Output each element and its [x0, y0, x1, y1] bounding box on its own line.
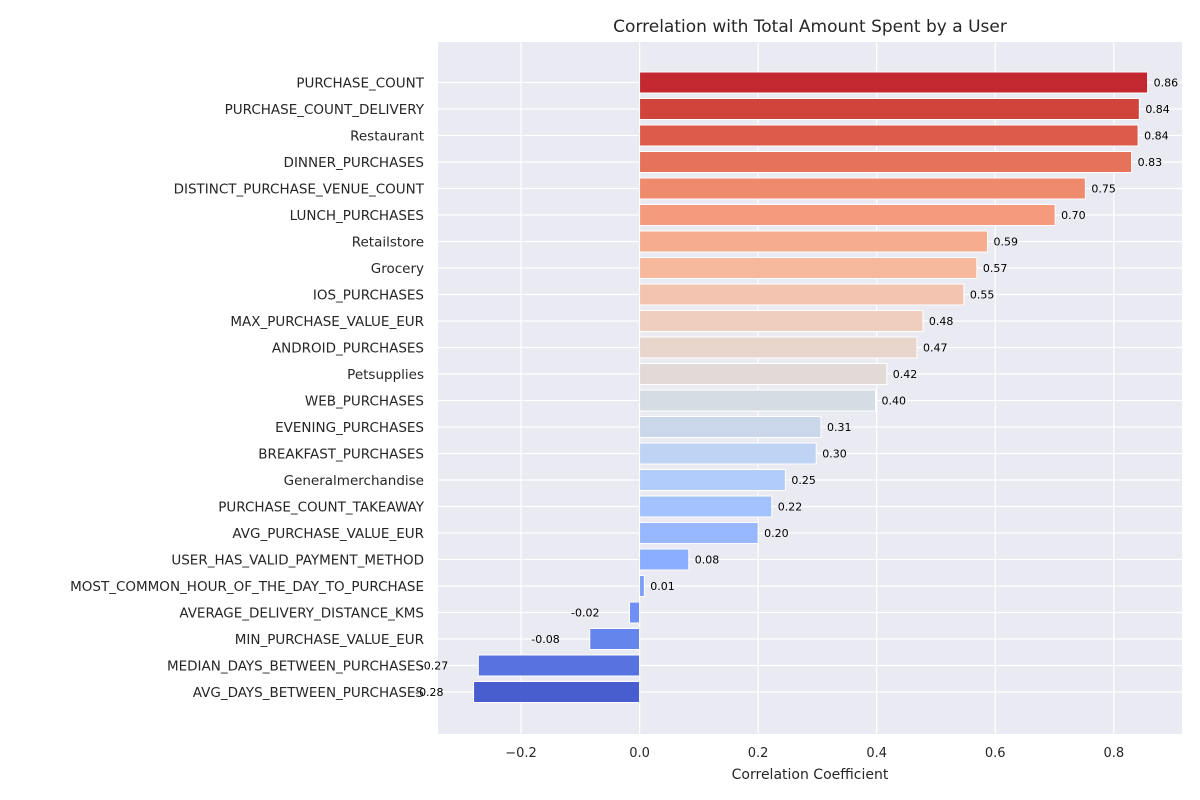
x-tick-labels: −0.2 0.0 0.2 0.4 0.6 0.8	[505, 746, 1124, 761]
y-tick-label: IOS_PURCHASES	[313, 288, 424, 304]
bar	[639, 177, 1086, 200]
value-label: -0.27	[420, 660, 448, 673]
bar	[639, 442, 817, 465]
y-tick-label: EVENING_PURCHASES	[275, 420, 424, 436]
y-tick-label: PURCHASE_COUNT_TAKEAWAY	[218, 500, 425, 516]
bar	[639, 310, 924, 332]
y-tick-label: MEDIAN_DAYS_BETWEEN_PURCHASES	[167, 659, 424, 675]
value-label: 0.08	[695, 554, 720, 567]
bar	[639, 469, 786, 491]
value-label: -0.02	[571, 607, 599, 620]
value-label: 0.30	[822, 448, 847, 461]
y-tick-label: AVG_PURCHASE_VALUE_EUR	[232, 526, 424, 542]
value-label: 0.75	[1091, 183, 1116, 196]
y-tick-label: MIN_PURCHASE_VALUE_EUR	[235, 632, 424, 648]
bar	[628, 601, 641, 624]
x-tick-label: 0.8	[1103, 746, 1124, 761]
value-label: 0.55	[970, 289, 995, 302]
value-label: 0.70	[1061, 209, 1086, 222]
bar	[639, 495, 773, 518]
y-tick-label: DINNER_PURCHASES	[284, 155, 424, 171]
value-label: 0.22	[778, 501, 803, 514]
bar	[639, 389, 877, 412]
y-tick-label: ANDROID_PURCHASES	[272, 341, 424, 357]
value-label: 0.01	[650, 580, 675, 593]
bar	[639, 416, 822, 438]
value-label: 0.48	[929, 315, 954, 328]
y-tick-label: PURCHASE_COUNT_DELIVERY	[225, 102, 425, 118]
bar	[639, 363, 888, 385]
y-tick-label: AVG_DAYS_BETWEEN_PURCHASES	[193, 685, 424, 701]
value-labels: 0.86 0.84 0.84 0.83 0.75 0.70 0.59 0.57 0.55 0.48…	[415, 77, 1178, 700]
value-label: 0.25	[791, 474, 816, 487]
value-label: 0.83	[1138, 156, 1163, 169]
y-tick-label: Grocery	[371, 261, 424, 277]
value-label: 0.86	[1154, 77, 1179, 90]
x-tick-label: 0.4	[866, 746, 887, 761]
bar	[639, 522, 759, 544]
y-tick-label: MOST_COMMON_HOUR_OF_THE_DAY_TO_PURCHASE	[70, 579, 424, 595]
x-tick-label: 0.6	[985, 746, 1006, 761]
value-label: 0.42	[893, 368, 918, 381]
x-axis-label: Correlation Coefficient	[732, 767, 889, 783]
bar	[639, 71, 1149, 94]
bar	[639, 548, 690, 571]
y-tick-label: LUNCH_PURCHASES	[290, 208, 424, 224]
bar	[477, 654, 641, 677]
value-label: 0.40	[882, 395, 907, 408]
x-tick-label: −0.2	[505, 746, 537, 761]
value-label: 0.31	[827, 421, 852, 434]
y-tick-label: Retailstore	[352, 235, 424, 251]
value-label: -0.08	[531, 633, 559, 646]
bars	[473, 71, 1149, 703]
y-tick-label: PURCHASE_COUNT	[296, 76, 424, 92]
value-label: 0.47	[923, 342, 948, 355]
chart-title: Correlation with Total Amount Spent by a…	[613, 17, 1007, 37]
value-label: 0.20	[764, 527, 789, 540]
y-tick-label: Petsupplies	[347, 367, 424, 383]
y-tick-label: AVERAGE_DELIVERY_DISTANCE_KMS	[179, 606, 424, 622]
value-label: 0.57	[983, 262, 1008, 275]
bar	[639, 257, 978, 279]
y-tick-label: Restaurant	[350, 129, 424, 145]
bar	[639, 124, 1139, 147]
bar	[473, 681, 641, 703]
y-tick-label: DISTINCT_PURCHASE_VENUE_COUNT	[174, 182, 425, 198]
bar	[589, 628, 641, 650]
bar	[639, 575, 645, 597]
y-tick-label: WEB_PURCHASES	[305, 394, 424, 410]
y-tick-label: Generalmerchandise	[284, 473, 424, 489]
y-tick-labels: PURCHASE_COUNT PURCHASE_COUNT_DELIVERY Res…	[70, 76, 425, 702]
x-tick-label: 0.2	[748, 746, 769, 761]
bar	[639, 98, 1140, 120]
bar	[639, 204, 1056, 226]
value-label: -0.28	[415, 686, 443, 699]
bar	[639, 230, 989, 253]
value-label: 0.84	[1144, 130, 1169, 143]
y-tick-label: USER_HAS_VALID_PAYMENT_METHOD	[171, 553, 424, 569]
bar	[639, 283, 965, 306]
x-tick-label: 0.0	[629, 746, 650, 761]
value-label: 0.59	[994, 236, 1019, 249]
bar	[639, 336, 918, 359]
y-tick-label: MAX_PURCHASE_VALUE_EUR	[230, 314, 424, 330]
y-tick-label: BREAKFAST_PURCHASES	[258, 447, 424, 463]
value-label: 0.84	[1145, 103, 1170, 116]
bar	[639, 151, 1133, 173]
